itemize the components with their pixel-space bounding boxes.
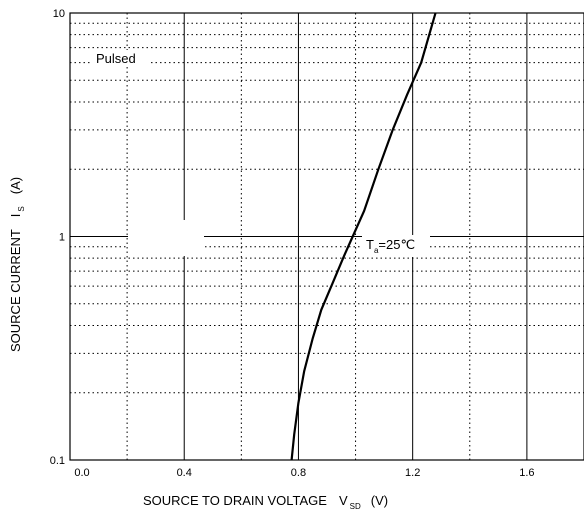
y-axis-symbol: I: [8, 214, 23, 218]
x-tick-label: 1.2: [405, 467, 420, 479]
x-tick-label: 1.6: [519, 467, 534, 479]
x-axis-title: SOURCE TO DRAIN VOLTAGE: [143, 493, 327, 508]
temp-value: =25℃: [378, 237, 415, 252]
x-tick-label: 0.8: [291, 467, 306, 479]
y-axis-label: SOURCE CURRENT IS (A): [8, 177, 26, 352]
y-tick-label: 0.1: [50, 455, 65, 467]
mask-block: [128, 220, 204, 256]
y-axis-title: SOURCE CURRENT: [8, 229, 23, 352]
x-tick-labels: 0.0 0.4 0.8 1.2 1.6: [74, 467, 534, 479]
y-axis-unit: (A): [8, 177, 23, 194]
y-tick-label: 10: [53, 8, 65, 20]
x-axis-unit: (V): [371, 493, 388, 508]
temp-label: Ta=25℃: [366, 237, 415, 255]
x-tick-label: 0.0: [74, 467, 89, 479]
temp-label-bg: [362, 235, 430, 257]
plot-area-frame: [69, 12, 584, 461]
pulsed-label: Pulsed: [96, 51, 136, 66]
x-axis-symbol: V: [339, 493, 348, 508]
x-axis-subscript: SD: [350, 502, 361, 511]
y-tick-labels: 0.1 1 10: [50, 8, 65, 467]
y-axis-subscript: S: [17, 206, 26, 211]
x-tick-label: 0.4: [177, 467, 192, 479]
minor-gridlines: [70, 13, 584, 460]
pulsed-label-bg: [92, 50, 148, 66]
x-axis-label: SOURCE TO DRAIN VOLTAGE V SD (V): [143, 493, 388, 511]
y-tick-label: 1: [59, 232, 65, 244]
temp-subscript: a: [374, 246, 379, 255]
temp-symbol: T: [366, 237, 374, 252]
series-line: [290, 12, 437, 461]
